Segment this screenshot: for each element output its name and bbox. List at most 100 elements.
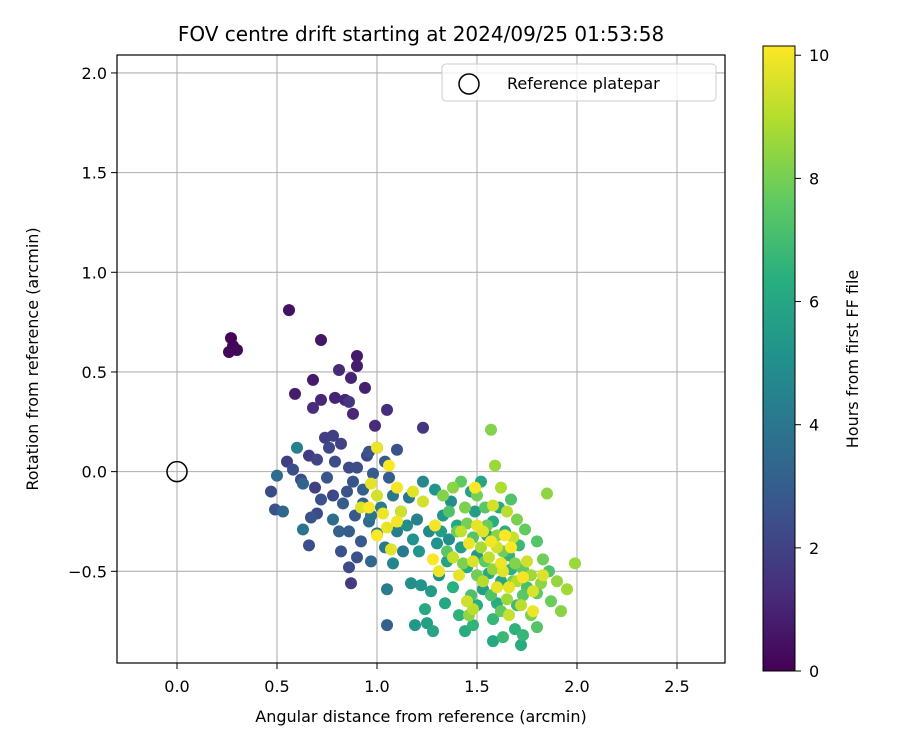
data-point	[485, 423, 497, 436]
data-point	[405, 577, 417, 590]
data-point	[401, 519, 413, 532]
data-point	[517, 629, 529, 642]
data-point	[447, 551, 459, 564]
data-point	[297, 477, 309, 490]
colorbar-label: Hours from first FF file	[843, 270, 862, 449]
scatter-points	[223, 304, 581, 652]
y-tick-label: 2.0	[82, 64, 107, 83]
data-point	[329, 391, 341, 404]
data-point	[287, 463, 299, 476]
data-point	[477, 575, 489, 588]
data-point	[359, 381, 371, 394]
data-point	[453, 609, 465, 622]
data-point	[407, 485, 419, 498]
y-axis-label: Rotation from reference (arcmin)	[23, 227, 42, 490]
reference-point	[166, 460, 188, 483]
data-point	[347, 475, 359, 488]
data-point	[311, 453, 323, 466]
data-point	[427, 553, 439, 566]
data-point	[277, 505, 289, 518]
data-point	[365, 477, 377, 490]
data-point	[545, 595, 557, 608]
legend-marker-reference	[458, 73, 480, 95]
data-point	[519, 523, 531, 536]
data-point	[305, 511, 317, 524]
data-point	[289, 387, 301, 400]
data-point	[327, 513, 339, 526]
data-point	[485, 535, 497, 548]
data-point	[489, 459, 501, 472]
data-point	[417, 495, 429, 508]
data-point	[555, 605, 567, 618]
data-point	[397, 545, 409, 558]
data-point	[505, 493, 517, 506]
data-point	[341, 485, 353, 498]
data-point	[343, 395, 355, 408]
data-point	[365, 555, 377, 568]
data-point	[527, 585, 539, 598]
x-tick-label: 2.0	[564, 677, 589, 696]
data-point	[453, 569, 465, 582]
data-point	[417, 421, 429, 434]
data-point	[367, 467, 379, 480]
data-point	[431, 537, 443, 550]
data-point	[381, 583, 393, 596]
data-point	[429, 519, 441, 532]
data-point	[515, 639, 527, 652]
data-point	[495, 481, 507, 494]
x-tick-label: 2.5	[664, 677, 689, 696]
data-point	[315, 493, 327, 506]
x-axis-label: Angular distance from reference (arcmin)	[255, 707, 586, 726]
data-point	[391, 481, 403, 494]
x-tick-label: 0.0	[164, 677, 189, 696]
data-point	[467, 555, 479, 568]
data-point	[541, 487, 553, 500]
chart-title: FOV centre drift starting at 2024/09/25 …	[178, 22, 664, 46]
data-point	[395, 505, 407, 518]
data-point	[447, 481, 459, 494]
data-point	[427, 625, 439, 638]
data-point	[371, 489, 383, 502]
data-point	[537, 553, 549, 566]
data-point	[505, 541, 517, 554]
data-point	[323, 441, 335, 454]
data-point	[487, 635, 499, 648]
data-point	[391, 443, 403, 456]
data-point	[321, 471, 333, 484]
colorbar: 0 2 4 6 8 10 Hours from first FF file	[762, 45, 862, 681]
data-point	[487, 613, 499, 626]
x-axis-ticks: 0.0 0.5 1.0 1.5 2.0 2.5	[164, 663, 690, 696]
data-point	[381, 619, 393, 632]
data-point	[515, 599, 527, 612]
data-point	[343, 525, 355, 538]
data-point	[383, 459, 395, 472]
data-point	[297, 523, 309, 536]
data-point	[551, 575, 563, 588]
data-point	[329, 455, 341, 468]
data-point	[335, 437, 347, 450]
data-point	[345, 371, 357, 384]
data-point	[443, 505, 455, 518]
x-tick-label: 1.0	[364, 677, 389, 696]
data-point	[501, 593, 513, 606]
x-tick-label: 0.5	[264, 677, 289, 696]
colorbar-tick-label: 2	[809, 539, 819, 558]
data-point	[333, 363, 345, 376]
data-point	[291, 441, 303, 454]
data-point	[521, 555, 533, 568]
data-point	[307, 401, 319, 414]
y-tick-label: 1.5	[82, 164, 107, 183]
data-point	[369, 419, 381, 432]
data-point	[351, 350, 363, 363]
data-point	[503, 581, 515, 594]
data-point	[457, 557, 469, 570]
colorbar-ticks: 0 2 4 6 8 10	[795, 46, 829, 681]
legend-box	[441, 63, 717, 102]
data-point	[351, 461, 363, 474]
data-point	[561, 583, 573, 596]
data-point	[419, 603, 431, 616]
data-point	[315, 334, 327, 347]
data-point	[387, 557, 399, 570]
data-point	[343, 561, 355, 574]
data-point	[327, 429, 339, 442]
